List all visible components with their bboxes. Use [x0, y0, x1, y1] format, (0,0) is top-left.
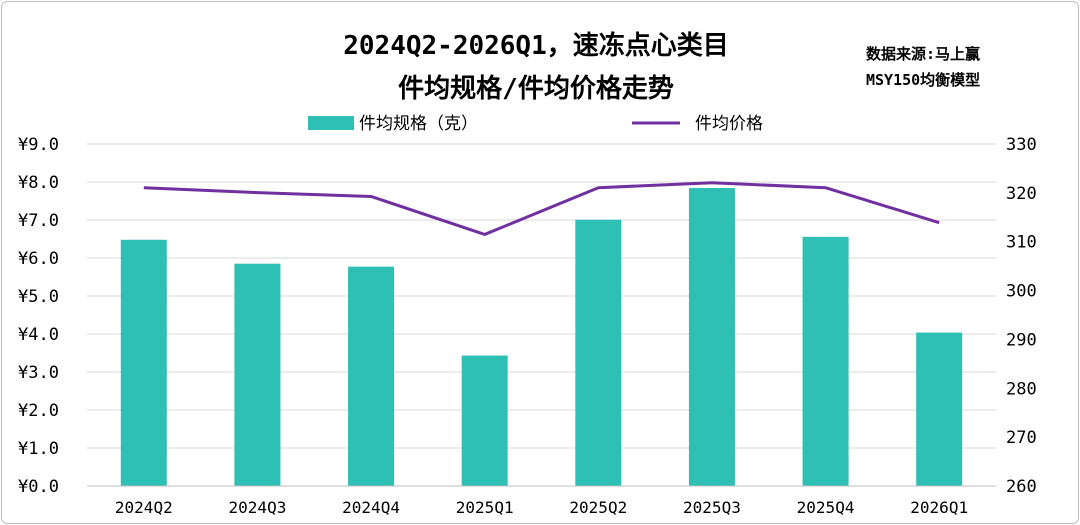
price-line	[143, 181, 940, 236]
left-tick-label: ¥0.0	[18, 477, 59, 497]
line-series	[143, 181, 940, 236]
left-tick-label: ¥9.0	[18, 135, 59, 155]
category-label: 2026Q1	[910, 498, 968, 517]
right-tick-label: 260	[1006, 477, 1037, 497]
left-axis: ¥0.0 ¥1.0 ¥2.0 ¥3.0 ¥4.0 ¥5.0 ¥6.0 ¥7.0 ¥8.0 ¥9.0	[18, 135, 59, 497]
bar	[234, 263, 281, 486]
left-tick-label: ¥7.0	[18, 211, 59, 231]
right-tick-label: 270	[1006, 428, 1037, 448]
legend-label-line: 件均价格	[695, 114, 763, 134]
bar	[688, 187, 735, 486]
left-tick-label: ¥5.0	[18, 287, 59, 307]
legend-label-bar: 件均规格（克）	[359, 114, 478, 134]
bar	[348, 266, 395, 486]
category-label: 2025Q2	[569, 498, 627, 517]
left-tick-label: ¥8.0	[18, 173, 59, 193]
right-tick-label: 300	[1006, 282, 1037, 302]
category-label: 2024Q3	[229, 498, 287, 517]
right-axis: 260 270 280 290 300 310 320 330	[1006, 135, 1037, 497]
right-tick-label: 330	[1006, 135, 1037, 155]
bar	[120, 239, 167, 486]
left-tick-label: ¥2.0	[18, 401, 59, 421]
legend-swatch-bar	[308, 116, 354, 130]
category-label: 2025Q4	[797, 498, 855, 517]
bar	[461, 355, 508, 486]
category-label: 2024Q2	[115, 498, 173, 517]
category-labels: 2024Q2 2024Q3 2024Q4 2025Q1 2025Q2 2025Q3 2025…	[115, 498, 968, 517]
right-tick-label: 320	[1006, 184, 1037, 204]
category-label: 2024Q4	[342, 498, 400, 517]
bar	[802, 236, 849, 486]
left-tick-label: ¥4.0	[18, 325, 59, 345]
source-line-2: MSY150均衡模型	[866, 71, 980, 89]
chart-title-line-1: 2024Q2-2026Q1，速冻点心类目	[343, 30, 729, 61]
bar	[575, 219, 622, 486]
left-tick-label: ¥6.0	[18, 249, 59, 269]
bar	[916, 332, 963, 486]
chart-title-line-2: 件均规格/件均价格走势	[398, 73, 674, 104]
category-label: 2025Q1	[456, 498, 514, 517]
bar-series	[120, 187, 963, 486]
right-tick-label: 310	[1006, 233, 1037, 253]
right-tick-label: 290	[1006, 330, 1037, 350]
legend: 件均规格（克） 件均价格	[308, 114, 763, 134]
gridlines	[87, 143, 996, 449]
left-tick-label: ¥3.0	[18, 363, 59, 383]
category-label: 2025Q3	[683, 498, 741, 517]
left-tick-label: ¥1.0	[18, 439, 59, 459]
right-tick-label: 280	[1006, 379, 1037, 399]
source-line-1: 数据来源:马上赢	[866, 45, 980, 63]
